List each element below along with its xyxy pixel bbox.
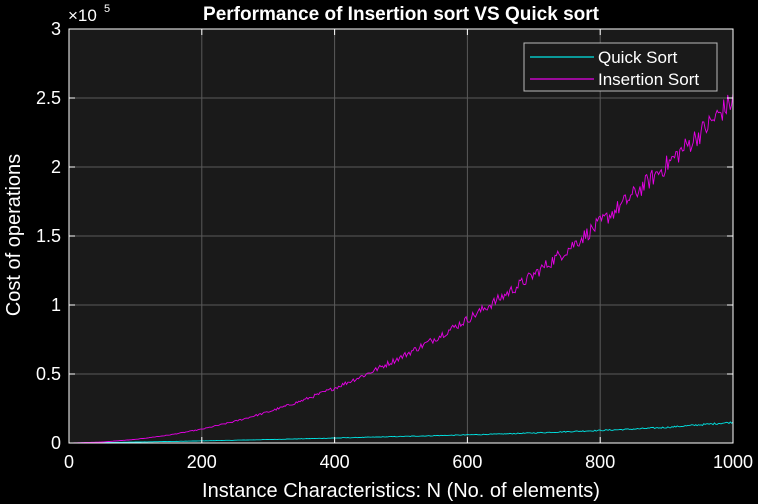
y-axis-label: Cost of operations	[3, 154, 25, 316]
x-tick-label: 400	[320, 452, 350, 472]
legend: Quick Sort Insertion Sort	[523, 42, 718, 92]
series-line-quick-sort	[69, 421, 734, 444]
x-tick-label: 600	[452, 452, 482, 472]
x-tick-label: 1000	[713, 452, 753, 472]
x-tick-label: 200	[187, 452, 217, 472]
y-tick-label: 2.5	[36, 88, 61, 108]
y-axis-ticks: 0 0.5 1 1.5 2 2.5 3	[36, 19, 733, 453]
x-axis-ticks: 0 200 400 600 800 1000	[64, 29, 753, 472]
y-axis-exponent: ×10 5	[68, 3, 110, 25]
grid-lines	[69, 29, 733, 443]
y-tick-label: 0	[51, 433, 61, 453]
series-layer	[69, 93, 734, 444]
y-tick-label: 0.5	[36, 364, 61, 384]
legend-entry-insertion-sort: Insertion Sort	[530, 70, 699, 89]
y-tick-label: 2	[51, 157, 61, 177]
y-tick-label: 3	[51, 19, 61, 39]
legend-label-insertion-sort: Insertion Sort	[598, 70, 699, 89]
y-exponent-power: 5	[104, 3, 110, 15]
legend-box	[523, 42, 718, 92]
chart-title: Performance of Insertion sort VS Quick s…	[203, 4, 600, 25]
y-tick-label: 1	[51, 295, 61, 315]
y-tick-label: 1.5	[36, 226, 61, 246]
series-line-insertion-sort	[69, 93, 734, 444]
y-exponent-base: ×10	[68, 6, 97, 25]
x-axis-label: Instance Characteristics: N (No. of elem…	[202, 480, 600, 502]
legend-label-quick-sort: Quick Sort	[598, 48, 678, 67]
x-tick-label: 0	[64, 452, 74, 472]
legend-entry-quick-sort: Quick Sort	[530, 48, 678, 67]
plot-area: 0 200 400 600 800 1000 0 0.5 1 1.5 2 2.5 3	[36, 19, 753, 472]
x-tick-label: 800	[585, 452, 615, 472]
